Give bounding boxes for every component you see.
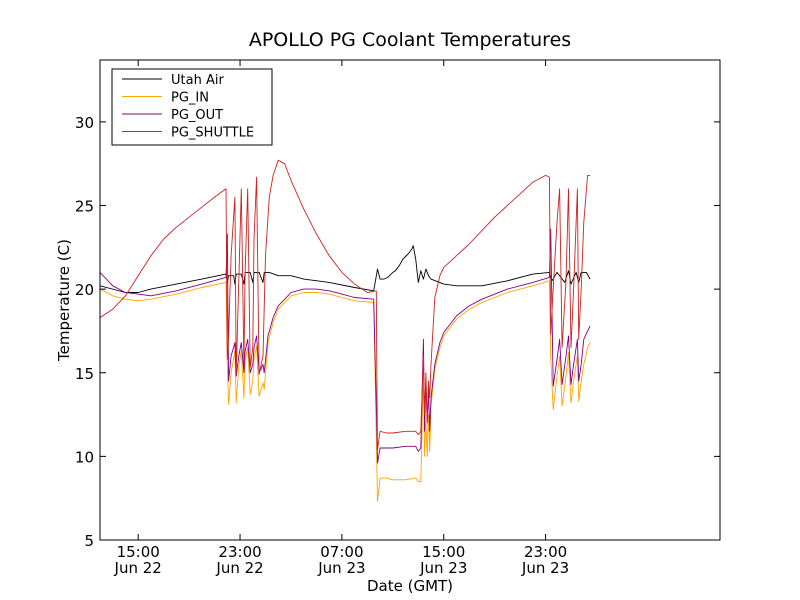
- x-tick-label-date: Jun 23: [419, 559, 467, 577]
- y-axis: 5 10 15 20 25 30: [75, 114, 720, 550]
- legend-label: PG_OUT: [171, 108, 223, 123]
- series-line-pg-out: [100, 228, 591, 464]
- legend-frame: [111, 68, 273, 146]
- y-tick-label: 30: [75, 114, 94, 132]
- x-tick-label-date: Jun 23: [317, 559, 365, 577]
- x-tick-label-date: Jun 22: [215, 559, 263, 577]
- y-tick-label: 20: [75, 281, 94, 299]
- y-tick-label: 15: [75, 365, 94, 383]
- x-tick-label-time: 07:00: [320, 543, 363, 561]
- y-axis-label: Temperature (C): [55, 239, 73, 362]
- legend: Utah Air PG_IN PG_OUT PG_SHUTTLE: [111, 68, 273, 146]
- series-layer: [100, 159, 591, 502]
- series-line-pg-in: [100, 280, 591, 502]
- x-tick-label-time: 23:00: [218, 543, 261, 561]
- x-axis-label: Date (GMT): [367, 577, 453, 595]
- chart-title: APOLLO PG Coolant Temperatures: [249, 29, 571, 51]
- x-tick-label-time: 15:00: [422, 543, 465, 561]
- x-tick-label-time: 23:00: [524, 543, 567, 561]
- y-tick-label: 25: [75, 198, 94, 216]
- y-tick-label: 5: [84, 532, 94, 550]
- y-tick-label: 10: [75, 448, 94, 466]
- plot-area-frame: [99, 59, 721, 541]
- legend-label: PG_IN: [171, 91, 209, 106]
- legend-label: PG_SHUTTLE: [171, 126, 254, 141]
- series-line-pg-shuttle: [100, 159, 591, 451]
- x-tick-label-date: Jun 23: [521, 559, 569, 577]
- x-tick-label-time: 15:00: [117, 543, 160, 561]
- x-tick-label-date: Jun 22: [114, 559, 162, 577]
- legend-label: Utah Air: [171, 73, 224, 88]
